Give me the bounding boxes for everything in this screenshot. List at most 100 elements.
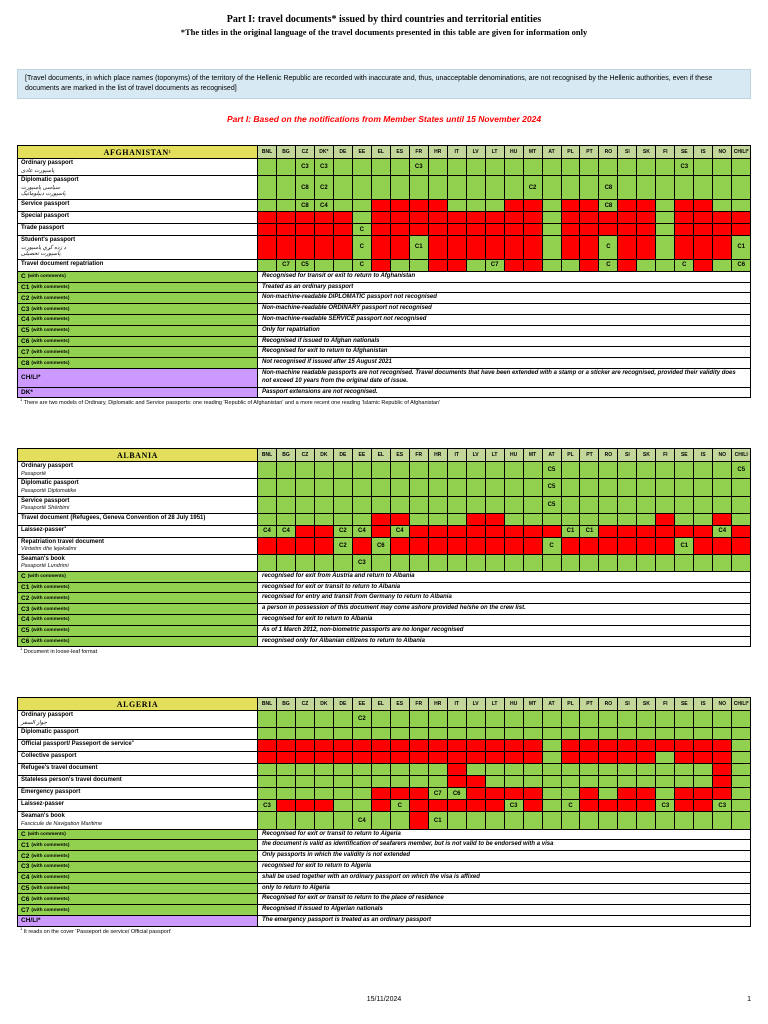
recognition-cell-hu (504, 764, 524, 777)
recognition-cell-mt: C2 (523, 176, 543, 201)
recognition-cell-lt (485, 479, 505, 497)
table-row: Student's passport د زده کړې پاسپورت پاسپو… (18, 236, 752, 260)
recognition-cell-ee (352, 159, 372, 177)
column-header-se: SE (675, 146, 695, 160)
recognition-cell-fi (656, 740, 676, 753)
recognition-cell-mt (523, 479, 543, 497)
document-type-cell: Ordinary passport پاسپورت عادی (18, 159, 258, 177)
document-type-native-label: Pasaportë Lundrimi (21, 563, 69, 570)
recognition-cell-fi (656, 776, 676, 789)
recognition-cell-pl (561, 176, 581, 201)
table-footnote: 1 Document in loose-leaf format (20, 646, 98, 656)
recognition-cell-lt (485, 525, 505, 538)
legend-code: C (21, 573, 26, 581)
recognition-cell-is (694, 496, 714, 514)
recognition-cell-hu (504, 711, 524, 729)
recognition-cell-pt (580, 212, 600, 225)
recognition-cell-lv (466, 788, 486, 801)
legend-row: CH/LI* Non-machine readable passports are… (18, 368, 751, 388)
recognition-cell-el (371, 259, 391, 272)
recognition-cell-dk (314, 525, 334, 538)
recognition-cell-pt (580, 537, 600, 555)
recognition-cell-no (713, 752, 733, 765)
column-header-pt: PT (580, 449, 600, 463)
column-header-ee: EE (352, 449, 372, 463)
recognition-cell-fi (656, 479, 676, 497)
legend-code: C7 (21, 348, 30, 356)
recognition-cell-ro (599, 752, 619, 765)
recognition-cell-ch-li (732, 200, 752, 213)
recognition-cell-hr (428, 479, 448, 497)
legend-code-suffix: (with comments) (27, 274, 66, 280)
recognition-cell-hu: C3 (504, 800, 524, 813)
document-type-label: Trade passport (21, 225, 65, 232)
recognition-cell-pt (580, 200, 600, 213)
legend-code: C3 (21, 605, 30, 613)
legend-text: a person in possession of this document … (258, 604, 751, 615)
legend-row: C6 (with comments) Recognised if issued to… (18, 336, 751, 348)
recognition-cell-at (542, 740, 562, 753)
table-grid: ALGERIA BNL BG CZ DK DE EE EL ES FR HR IT LV LT HU MT AT… (17, 697, 752, 927)
recognition-cell-it (447, 479, 467, 497)
recognition-cell-is (694, 513, 714, 526)
table-row: Laissez-passer1 C4 C4 C2 C4 C4 C1 C1 C4 (18, 525, 752, 538)
legend-row: C (with comments) Recognised for transit o… (18, 271, 751, 283)
legend-row: C4 (with comments) recognised for exit to … (18, 614, 751, 626)
recognition-cell-at (542, 236, 562, 260)
column-header-sk: SK (637, 146, 657, 160)
recognition-cell-ee (352, 462, 372, 480)
recognition-cell-mt (523, 236, 543, 260)
column-header-el: EL (371, 449, 391, 463)
recognition-cell-es (390, 554, 410, 572)
table-header-row: ALGERIA BNL BG CZ DK DE EE EL ES FR HR IT LV LT HU MT AT… (18, 698, 752, 712)
recognition-cell-pl (561, 462, 581, 480)
recognition-cell-si (618, 479, 638, 497)
recognition-cell-lv (466, 224, 486, 237)
recognition-cell-fr (409, 176, 429, 201)
recognition-cell-fi (656, 513, 676, 526)
recognition-cell-lt (485, 812, 505, 830)
recognition-cell-it (447, 776, 467, 789)
recognition-cell-at (542, 776, 562, 789)
recognition-cell-it (447, 800, 467, 813)
document-type-native-label: د زده کړې پاسپورت (21, 244, 67, 251)
legend-code-cell: C6 (with comments) (18, 336, 258, 348)
recognition-cell-lv (466, 554, 486, 572)
table-row: Trade passport C (18, 224, 752, 237)
recognition-cell-si (618, 752, 638, 765)
recognition-cell-is (694, 479, 714, 497)
recognition-cell-lv (466, 212, 486, 225)
recognition-cell-de (333, 212, 353, 225)
recognition-cell-is (694, 728, 714, 741)
document-type-label: Ordinary passport (21, 712, 74, 719)
recognition-cell-is (694, 812, 714, 830)
recognition-cell-lt: C7 (485, 259, 505, 272)
recognition-cell-lt (485, 462, 505, 480)
recognition-cell-dk (314, 812, 334, 830)
recognition-cell-fi (656, 711, 676, 729)
recognition-cell-at (542, 259, 562, 272)
table-row: Special passport (18, 212, 752, 225)
recognition-cell-is (694, 711, 714, 729)
recognition-cell-mt (523, 554, 543, 572)
recognition-cell-ee: C (352, 224, 372, 237)
recognition-cell-es (390, 728, 410, 741)
column-header-sk: SK (637, 449, 657, 463)
legend-code-suffix: (with comments) (27, 574, 66, 580)
recognition-cell-se: C1 (675, 537, 695, 555)
recognition-cell-lt (485, 800, 505, 813)
recognition-cell-se (675, 462, 695, 480)
column-header-bg: BG (276, 698, 296, 712)
legend-text: Non-machine-readable SERVICE passport no… (258, 314, 751, 326)
recognition-cell-fr (409, 728, 429, 741)
recognition-cell-pl (561, 752, 581, 765)
recognition-cell-at (542, 711, 562, 729)
document-type-cell: Service passport Pasaportë Shërbimi (18, 496, 258, 514)
column-header-lt: LT (485, 449, 505, 463)
column-header-ro: RO (599, 698, 619, 712)
column-header-pl: PL (561, 146, 581, 160)
recognition-cell-de (333, 224, 353, 237)
recognition-cell-pt (580, 788, 600, 801)
recognition-cell-fr (409, 788, 429, 801)
recognition-cell-is (694, 752, 714, 765)
